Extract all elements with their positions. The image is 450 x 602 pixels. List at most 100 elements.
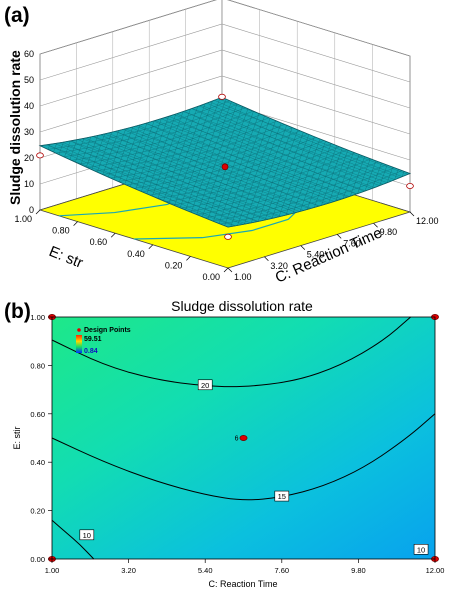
surface-mesh-line	[227, 173, 411, 228]
y-tick	[186, 256, 191, 261]
contour-x-tick-label: 9.80	[351, 566, 366, 575]
corner-level-label: 10	[417, 545, 425, 554]
surface-mesh-line	[79, 114, 262, 165]
design-point-count: 6	[235, 436, 239, 443]
x-tick-label: 5.40	[307, 250, 325, 260]
contour-y-tick-label: 0.20	[30, 507, 45, 516]
contour-x-tick-label: 12.00	[426, 566, 445, 575]
surface-mesh-line	[220, 170, 403, 225]
x-tick-label: 3.20	[270, 261, 288, 271]
surface-mesh-line	[141, 140, 324, 192]
z-tick-label: 30	[24, 127, 34, 137]
y-tick-label: 0.20	[165, 260, 183, 270]
surface-mesh-line	[71, 110, 254, 161]
surface-mesh-line	[188, 158, 371, 212]
contour-line-15	[51, 413, 436, 501]
x-tick	[373, 222, 378, 228]
contour-level-label-20-box	[197, 379, 213, 391]
y-tick-label: 0.00	[202, 272, 220, 282]
contour-level-label-10: 10	[83, 531, 91, 540]
contour-level-label-20: 20	[201, 381, 209, 390]
legend-color-bar	[76, 335, 82, 353]
surface-mesh-line	[165, 149, 348, 202]
y-tick-label: 0.40	[127, 249, 145, 259]
z-tick-label: 0	[29, 205, 34, 215]
y-axis-label: E: str	[47, 243, 86, 272]
surface-axes: 0 10 20 30 40 50 60 1.00 3.20 5.40 7.60 9.80 12.00 0.…	[14, 49, 438, 282]
surface-mesh-line	[149, 143, 332, 196]
surface-mesh-line	[118, 130, 301, 182]
contour-y-tick-label: 0.00	[30, 555, 45, 564]
contour-legend: Design Points 59.51 0.84	[76, 327, 131, 355]
surface-design-point	[218, 93, 226, 100]
legend-max: 59.51	[84, 336, 102, 343]
surface-mesh-line	[110, 127, 293, 179]
y-tick	[223, 267, 229, 273]
contour-lines	[51, 316, 436, 560]
contour-line-10	[51, 519, 95, 560]
surface-mesh-line	[196, 161, 379, 215]
surface-mesh-line	[102, 124, 285, 175]
wall-gridline	[39, 0, 411, 57]
contour-x-axis-label: C: Reaction Time	[208, 579, 277, 589]
y-tick	[35, 209, 41, 215]
contour-x-tick-label: 3.20	[121, 566, 136, 575]
surface-design-point	[36, 152, 44, 159]
z-axis-label: Sludge dissolution rate	[7, 50, 23, 205]
x-tick	[227, 267, 233, 273]
surface-mesh-line	[47, 100, 230, 150]
z-tick-label: 50	[24, 75, 34, 85]
contour-y-tick-label: 0.40	[30, 458, 45, 467]
contour-level-label-15-box	[274, 490, 290, 502]
contour-plot-panel: (b) Sludge dissolution rate 20 15 10 10 6 1…	[0, 297, 450, 597]
surface-mesh-line	[94, 120, 277, 172]
design-point	[239, 435, 248, 441]
contour-level-label-15: 15	[278, 492, 286, 501]
contour-y-tick-label: 1.00	[30, 313, 45, 322]
y-tick	[73, 221, 78, 226]
surface-plot-svg: (a) 0 10 20 30 40 50 60 1.00 3.20 5.40 7.60 9.80 12.…	[4, 0, 439, 287]
contour-plot-svg: (b) Sludge dissolution rate 20 15 10 10 6 1…	[4, 298, 444, 589]
contour-y-tick-label: 0.60	[30, 410, 45, 419]
surface-design-point	[224, 233, 232, 240]
x-tick	[300, 245, 306, 250]
surface-mesh-line	[212, 167, 395, 222]
surface-mesh-line	[39, 97, 223, 146]
contour-x-tick-label: 1.00	[45, 566, 60, 575]
surface-mesh-line	[126, 133, 309, 186]
legend-design-point-marker	[77, 328, 81, 332]
x-tick-label: 7.60	[343, 238, 361, 248]
surface-design-point	[221, 163, 229, 171]
contour-level-label-10-box	[79, 529, 95, 541]
x-tick	[409, 211, 415, 217]
contour-y-tick-label: 0.80	[30, 361, 45, 370]
z-tick-label: 60	[24, 49, 34, 59]
z-tick-label: 10	[24, 179, 34, 189]
contour-x-tick-label: 7.60	[274, 566, 289, 575]
y-tick-label: 1.00	[14, 214, 32, 224]
surface-mesh-line	[86, 117, 270, 168]
surface-mesh-line	[55, 104, 238, 154]
contour-frame	[51, 316, 436, 560]
x-tick-label: 9.80	[380, 227, 398, 237]
surface-mesh-line	[157, 146, 340, 199]
contour-axes: 1.00 3.20 5.40 7.60 9.80 12.00 0.00 0.20 0.40 0.6…	[30, 313, 444, 575]
surface-design-point	[406, 182, 414, 189]
legend-min: 0.84	[84, 348, 98, 355]
y-tick	[110, 232, 116, 238]
surface-mesh-line	[63, 107, 246, 157]
x-tick-label: 12.00	[416, 216, 439, 226]
contour-title: Sludge dissolution rate	[171, 298, 313, 314]
legend-title: Design Points	[84, 327, 131, 334]
y-tick-label: 0.60	[90, 237, 108, 247]
surface-design-points	[36, 93, 414, 240]
panel-b-letter: (b)	[4, 300, 31, 323]
z-tick-label: 40	[24, 101, 34, 111]
contour-y-axis-label: E: stir	[12, 426, 22, 449]
y-tick	[148, 244, 154, 250]
x-tick	[264, 256, 269, 262]
contour-x-tick-label: 5.40	[198, 566, 213, 575]
z-tick-label: 20	[24, 153, 34, 163]
surface-plot-panel: (a) 0 10 20 30 40 50 60 1.00 3.20 5.40 7.60 9.80 12.…	[0, 0, 450, 297]
panel-a-letter: (a)	[4, 4, 30, 27]
